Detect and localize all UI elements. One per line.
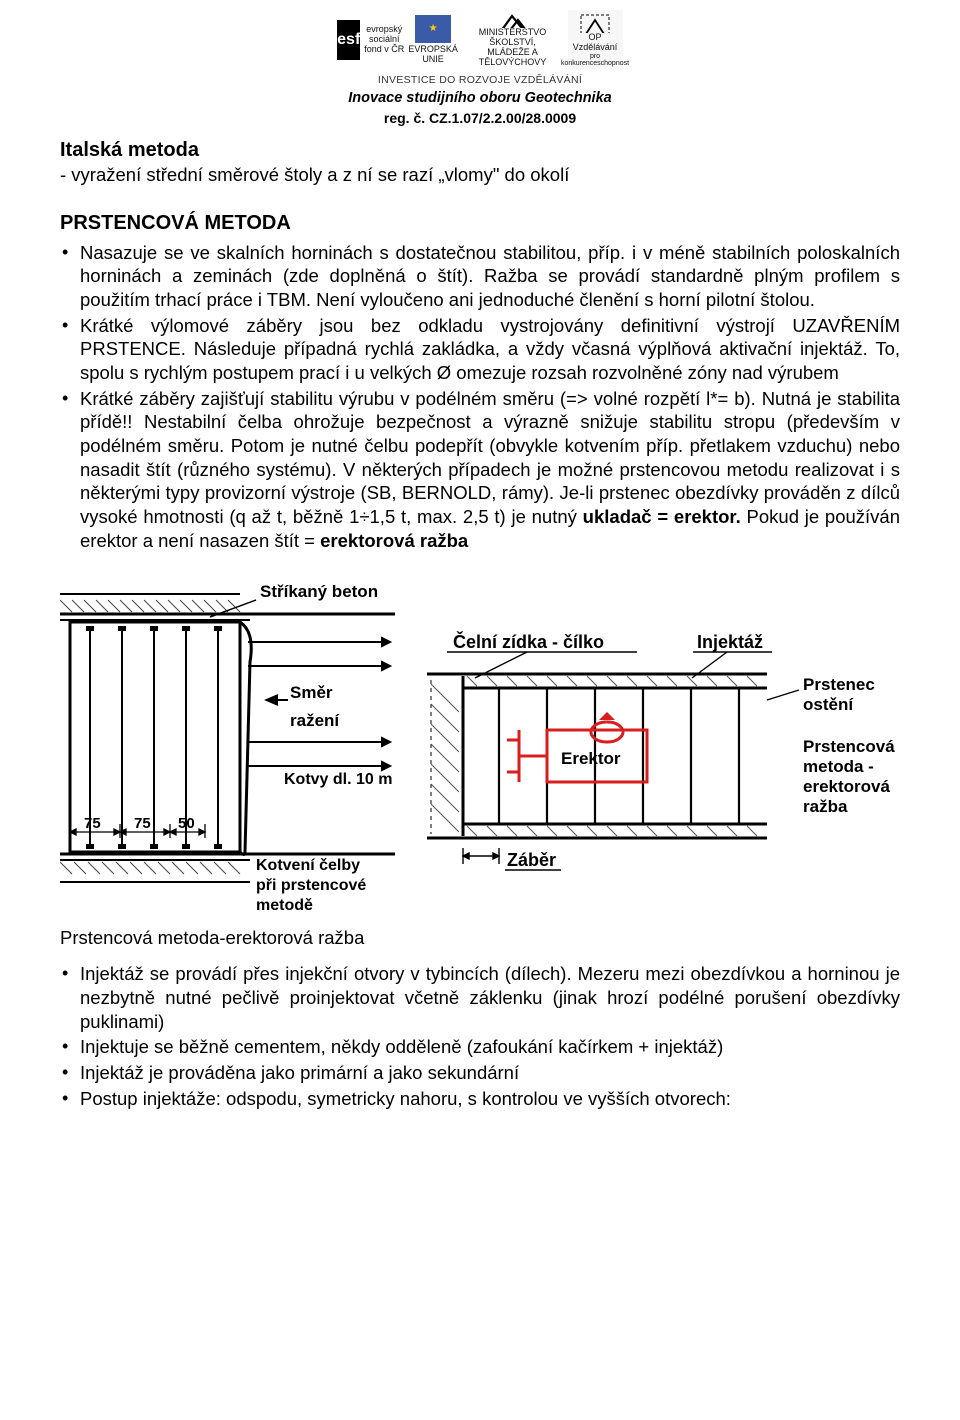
logo-esf: esf evropský sociální fond v ČR ★ EVROPS… <box>338 10 458 70</box>
prst-bullet-2: Krátké výlomové záběry jsou bez odkladu … <box>60 314 900 385</box>
header-innov: Inovace studijního oboru Geotechnika <box>60 89 900 108</box>
bottom-bullets: Injektáž se provádí přes injekční otvory… <box>60 962 900 1110</box>
msmt-line1: MINISTERSTVO ŠKOLSTVÍ, <box>470 28 556 48</box>
dim-75b: 75 <box>134 815 151 832</box>
op-line1: OP Vzdělávání <box>570 33 621 53</box>
prst-bullet-3: Krátké záběry zajišťují stabilitu výrubu… <box>60 387 900 553</box>
msmt-icon <box>492 12 534 28</box>
lbl-strikany-beton: Stříkaný beton <box>260 582 378 601</box>
header-logo-row: esf evropský sociální fond v ČR ★ EVROPS… <box>60 10 900 70</box>
logo-msmt: MINISTERSTVO ŠKOLSTVÍ, MLÁDEŽE A TĚLOVÝC… <box>468 10 558 70</box>
lbl-kotveni-1: Kotvení čelby <box>256 857 360 874</box>
lbl-injektaz: Injektáž <box>697 632 763 652</box>
lbl-smer: Směr <box>290 683 333 702</box>
lbl-prstenec2: ostění <box>803 695 854 714</box>
figures-row: Stříkaný beton <box>60 582 900 912</box>
lbl-zaber: Záběr <box>507 850 556 870</box>
figure-left: Stříkaný beton <box>60 582 395 912</box>
msmt-line2: MLÁDEŽE A TĚLOVÝCHOVY <box>470 48 556 68</box>
figure-right-svg: Čelní zídka - čílko Injektáž <box>407 630 907 880</box>
bottom-bullet-4: Postup injektáže: odspodu, symetricky na… <box>60 1087 900 1111</box>
lbl-kotveni-2: při prstencové <box>256 877 366 894</box>
header-reg: reg. č. CZ.1.07/2.2.00/28.0009 <box>60 110 900 128</box>
section-italska-line: - vyražení střední směrové štoly a z ní … <box>60 163 900 187</box>
lbl-metoda3: erektorová <box>803 777 890 796</box>
dim-75a: 75 <box>84 815 101 832</box>
figure-right: Čelní zídka - čílko Injektáž <box>407 630 907 880</box>
op-line2: pro konkurenceschopnost <box>561 53 629 68</box>
eu-label: EVROPSKÁ UNIE <box>408 45 458 65</box>
lbl-metoda1: Prstencová <box>803 737 895 756</box>
bottom-bullet-2: Injektuje se běžně cementem, někdy odděl… <box>60 1035 900 1059</box>
lbl-erektor: Erektor <box>561 749 621 768</box>
esf-mark: esf <box>337 20 360 60</box>
dim-50: 50 <box>178 815 195 832</box>
lbl-metoda2: metoda - <box>803 757 874 776</box>
esf-text: evropský sociální fond v ČR <box>364 25 404 55</box>
p3-run-d: erektorová ražba <box>320 530 468 551</box>
prst-bullet-1: Nasazuje se ve skalních horninách s dost… <box>60 241 900 312</box>
figure-left-svg: Stříkaný beton <box>60 582 395 912</box>
bottom-bullet-1: Injektáž se provádí přes injekční otvory… <box>60 962 900 1033</box>
bottom-bullet-3: Injektáž je prováděna jako primární a ja… <box>60 1061 900 1085</box>
lbl-metoda4: ražba <box>803 797 848 816</box>
prst-bullets: Nasazuje se ve skalních horninách s dost… <box>60 241 900 553</box>
lbl-prstenec1: Prstenec <box>803 675 875 694</box>
op-icon <box>578 12 612 33</box>
eu-flag-icon: ★ <box>415 15 451 43</box>
figure-caption: Prstencová metoda-erektorová ražba <box>60 926 900 950</box>
lbl-zidka: Čelní zídka - čílko <box>453 631 604 652</box>
lbl-razeni: ražení <box>290 711 340 730</box>
logo-op: OP Vzdělávání pro konkurenceschopnost <box>568 10 623 70</box>
lbl-kotvy: Kotvy dl. 10 m <box>284 771 392 788</box>
section-italska-title: Italská metoda <box>60 138 900 164</box>
header-invest: INVESTICE DO ROZVOJE VZDĚLÁVÁNÍ <box>60 74 900 87</box>
lbl-kotveni-3: metodě <box>256 897 313 912</box>
p3-run-b: ukladač = erektor. <box>583 506 741 527</box>
section-prst-title: PRSTENCOVÁ METODA <box>60 211 900 237</box>
